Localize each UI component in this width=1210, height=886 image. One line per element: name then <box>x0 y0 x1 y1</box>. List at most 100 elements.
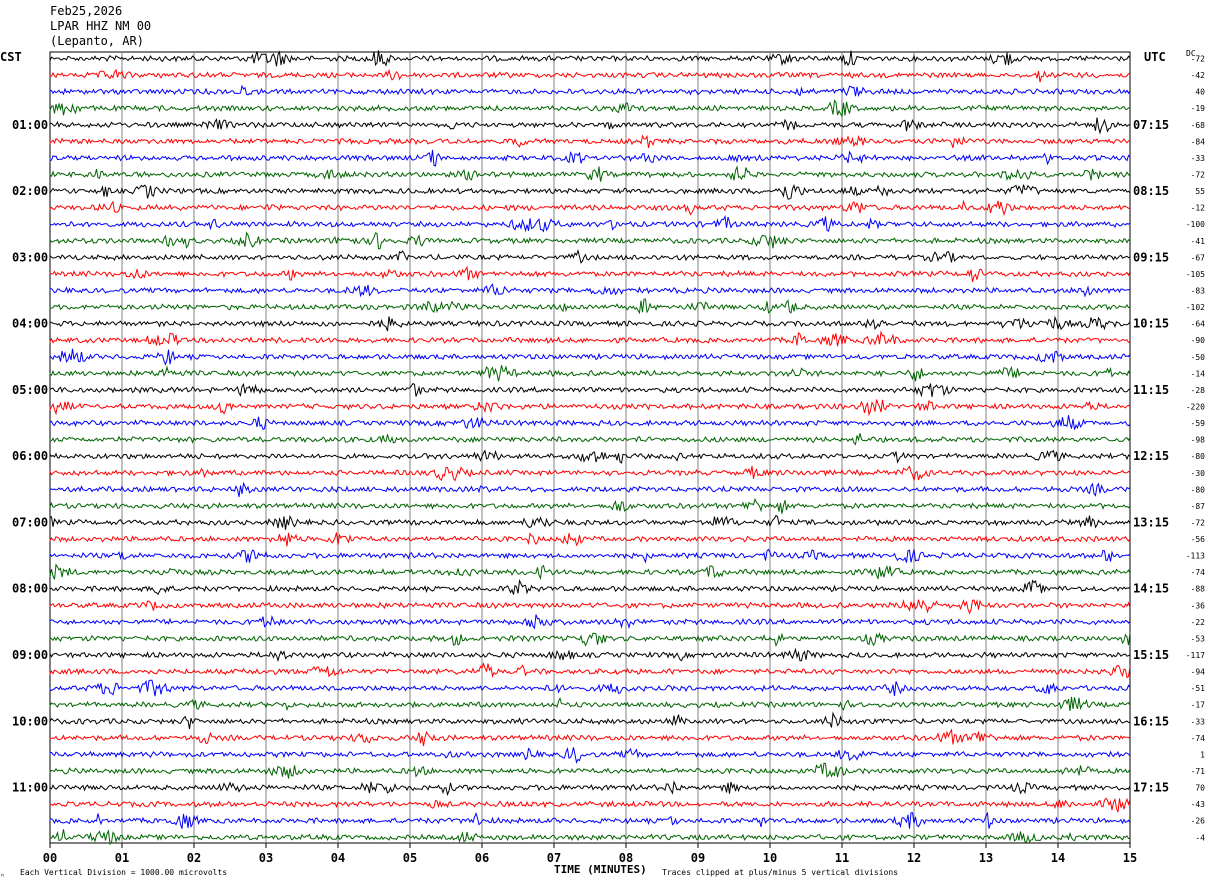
dc-label: DC <box>1186 49 1196 58</box>
plot-frame <box>49 51 1131 844</box>
seismic-trace <box>49 199 1131 217</box>
seismic-trace <box>49 348 1131 366</box>
seismic-trace <box>49 134 1131 149</box>
seismic-trace <box>49 283 1131 298</box>
x-tick-label: 00 <box>43 851 57 865</box>
seismic-trace <box>49 298 1131 315</box>
seismic-trace <box>49 465 1131 482</box>
left-timezone-label: CST <box>0 50 22 64</box>
x-tick-label: 01 <box>115 851 129 865</box>
seismic-trace <box>49 117 1131 135</box>
x-tick-label: 07 <box>547 851 561 865</box>
seismic-trace <box>49 780 1131 797</box>
seismic-trace <box>49 68 1131 83</box>
dc-offset-label: -33 <box>1191 154 1206 163</box>
x-tick-label: 02 <box>187 851 201 865</box>
dc-offset-label: -113 <box>1186 552 1205 561</box>
cst-hour-label: 04:00 <box>12 317 48 331</box>
utc-hour-label: 17:15 <box>1133 781 1169 795</box>
vertical-division-note: Each Vertical Division = 1000.00 microvo… <box>20 868 228 877</box>
seismic-trace <box>49 696 1131 712</box>
seismic-trace <box>49 433 1131 446</box>
dc-offset-label: -53 <box>1191 634 1206 643</box>
dc-offset-label: -14 <box>1191 369 1206 378</box>
x-tick-label: 12 <box>907 851 921 865</box>
dc-offset-label: -50 <box>1191 353 1206 362</box>
dc-offset-label: -74 <box>1191 568 1206 577</box>
dc-offset-label: -64 <box>1191 320 1206 329</box>
dc-offset-label: 55 <box>1195 187 1205 196</box>
seismic-trace <box>49 265 1131 283</box>
cst-hour-label: 02:00 <box>12 184 48 198</box>
dc-offset-label: -33 <box>1191 717 1206 726</box>
x-axis-label: TIME (MINUTES) <box>554 863 647 876</box>
cst-hour-label: 10:00 <box>12 714 48 728</box>
dc-offset-label: -87 <box>1191 502 1206 511</box>
dc-offset-label: -72 <box>1191 55 1206 64</box>
utc-hour-label: 13:15 <box>1133 515 1169 529</box>
dc-offset-label: -59 <box>1191 419 1206 428</box>
seismic-trace <box>49 532 1131 547</box>
seismic-trace <box>49 679 1131 697</box>
dc-offset-label: -67 <box>1191 253 1206 262</box>
seismic-trace <box>49 514 1131 530</box>
seismic-trace <box>49 797 1131 813</box>
dc-offset-label: -4 <box>1195 833 1205 842</box>
seismic-trace <box>49 746 1131 764</box>
x-tick-label: 13 <box>979 851 993 865</box>
x-tick-label: 05 <box>403 851 417 865</box>
utc-hour-label: 14:15 <box>1133 582 1169 596</box>
dc-offset-label: -56 <box>1191 535 1206 544</box>
dc-offset-label: -80 <box>1191 485 1206 494</box>
dc-offset-label: 70 <box>1195 784 1205 793</box>
seismic-trace <box>49 548 1131 564</box>
station-code: LPAR HHZ NM 00 <box>50 19 152 33</box>
x-tick-label: 08 <box>619 851 633 865</box>
utc-hour-label: 12:15 <box>1133 449 1169 463</box>
dc-offset-label: -22 <box>1191 618 1206 627</box>
seismic-trace <box>49 365 1131 382</box>
cst-hour-label: 11:00 <box>12 781 48 795</box>
x-tick-label: 10 <box>763 851 777 865</box>
dc-offset-label: -68 <box>1191 121 1206 130</box>
seismic-trace <box>49 382 1131 398</box>
seismic-trace <box>49 248 1131 264</box>
x-tick-label: 15 <box>1123 851 1137 865</box>
dc-offset-label: 40 <box>1195 88 1205 97</box>
dc-offset-label: -12 <box>1191 204 1206 213</box>
x-tick-label: 03 <box>259 851 273 865</box>
station-location: (Lepanto, AR) <box>50 34 144 48</box>
seismic-trace <box>49 599 1131 615</box>
utc-hour-label: 15:15 <box>1133 648 1169 662</box>
seismic-trace <box>49 149 1131 167</box>
dc-offset-label: -28 <box>1191 386 1206 395</box>
seismic-trace <box>49 811 1131 829</box>
cst-hour-label: 08:00 <box>12 582 48 596</box>
dc-offset-label: -90 <box>1191 336 1206 345</box>
x-tick-label: 11 <box>835 851 849 865</box>
right-timezone-label: UTC <box>1144 50 1166 64</box>
dc-offset-label: -19 <box>1191 104 1206 113</box>
dc-offset-label: -74 <box>1191 734 1206 743</box>
dc-offset-label: -220 <box>1186 402 1205 411</box>
dc-offset-label: -105 <box>1186 270 1205 279</box>
seismic-trace <box>49 84 1131 98</box>
utc-hour-label: 09:15 <box>1133 250 1169 264</box>
seismic-trace <box>49 579 1131 596</box>
utc-hour-label: 08:15 <box>1133 184 1169 198</box>
dc-offset-label: -80 <box>1191 452 1206 461</box>
seismic-trace <box>49 165 1131 182</box>
dc-offset-label: -41 <box>1191 237 1206 246</box>
dc-offset-label: -102 <box>1186 303 1205 312</box>
dc-offset-label: -83 <box>1191 286 1206 295</box>
seismic-trace <box>49 662 1131 679</box>
seismic-trace <box>49 728 1131 746</box>
seismic-trace <box>49 399 1131 417</box>
dc-offset-label: -43 <box>1191 800 1206 809</box>
seismic-trace <box>49 415 1131 430</box>
dc-offset-label: -36 <box>1191 601 1206 610</box>
dc-offset-label: -51 <box>1191 684 1206 693</box>
cst-hour-label: 07:00 <box>12 515 48 529</box>
seismic-trace <box>49 563 1131 581</box>
